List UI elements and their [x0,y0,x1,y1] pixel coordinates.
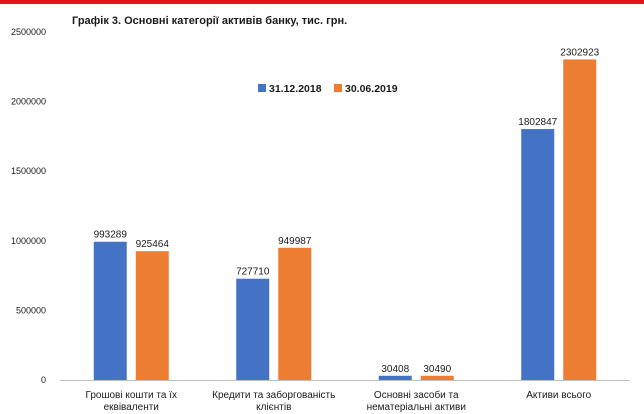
category-label: еквіваленти [104,402,159,413]
bar [93,241,127,380]
category-label: нематеріальні активи [367,402,466,413]
data-label: 925464 [136,239,170,250]
category-label: Кредити та заборгованість [212,389,335,401]
bar [135,251,169,380]
bar [236,278,270,380]
top-accent-bar [0,0,644,4]
data-label: 30490 [423,364,451,375]
data-label: 727710 [236,267,270,278]
legend-label: 30.06.2019 [345,83,398,95]
bar [420,375,454,380]
bar [563,59,597,381]
data-label: 2302923 [560,47,599,58]
category-label: Основні засоби та [374,389,459,401]
y-tick-label: 0 [41,375,46,385]
legend-label: 31.12.2018 [269,83,322,95]
bar [521,129,555,380]
axis: 0 500000 1000000 1500000 2000000 2500000 [11,27,630,385]
category-label: Грошові кошти та їх [86,390,177,401]
data-label: 1802847 [518,117,557,128]
legend-swatch [258,84,266,92]
legend: 31.12.2018 30.06.2019 [258,83,398,95]
data-labels: 993289 925464 727710 949987 30408 30490 180284… [94,47,600,374]
y-tick-label: 1500000 [11,166,46,176]
y-tick-label: 2000000 [11,97,46,107]
bars [93,59,597,381]
chart-title: Графік 3. Основні категорії активів банк… [72,15,347,27]
category-label: Активи всього [526,390,591,401]
y-tick-label: 1000000 [11,236,46,246]
legend-swatch [334,84,342,92]
data-label: 30408 [381,364,409,375]
bar [378,375,412,380]
y-tick-label: 500000 [16,305,46,315]
data-label: 993289 [94,230,128,241]
y-tick-label: 2500000 [11,27,46,37]
category-label: клієнтів [256,402,291,413]
data-label: 949987 [278,236,312,247]
bar [278,247,312,380]
